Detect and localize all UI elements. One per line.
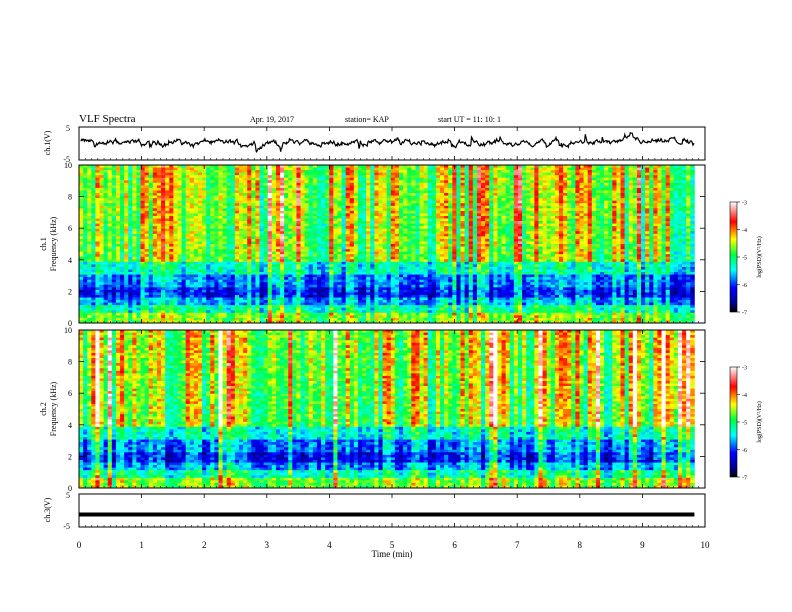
ch3-waveform-frame xyxy=(79,494,705,527)
x-tick-label: 8 xyxy=(578,540,583,550)
x-tick-label: 0 xyxy=(77,540,82,550)
ch1-spectrogram-ytick-label: 8 xyxy=(68,193,72,202)
figure-station: station= KAP xyxy=(345,115,389,124)
ch2-colorbar: -3 -4 -5 -6 -7 log(PSD)(V²/Hz) xyxy=(730,366,763,482)
ch1-waveform-panel: 5 -5 ch.1(V) xyxy=(43,124,705,164)
figure-start-time: start UT = 11: 10: 1 xyxy=(438,115,501,124)
ch1-colorbar-tick-label: -7 xyxy=(742,311,747,317)
ch1-spectrogram-ylabel-channel: ch.1 xyxy=(39,237,48,251)
ch2-colorbar-tick-label: -4 xyxy=(742,393,747,399)
ch3-ytick-top: 5 xyxy=(66,491,70,500)
ch2-colorbar-tick-label: -6 xyxy=(742,448,747,454)
vlf-spectra-figure: VLF Spectra Apr. 19, 2017 station= KAP s… xyxy=(0,0,792,612)
ch1-colorbar-tick-label: -6 xyxy=(742,283,747,289)
x-tick-label: 2 xyxy=(202,540,207,550)
ch1-colorbar-tick-label: -5 xyxy=(742,256,747,262)
x-tick-label: 6 xyxy=(452,540,457,550)
ch3-ytick-bottom: -5 xyxy=(63,522,70,531)
x-tick-label: 3 xyxy=(265,540,270,550)
figure-date: Apr. 19, 2017 xyxy=(250,115,294,124)
ch1-spectrogram-ylabel: Frequency (kHz) xyxy=(49,216,58,271)
ch1-colorbar-tick-label: -3 xyxy=(742,201,747,207)
ch1-colorbar: -3 -4 -5 -6 -7 log(PSD)(V²/Hz) xyxy=(730,201,763,317)
ch2-spectrogram-ytick-label: 2 xyxy=(68,452,72,461)
x-tick-label: 9 xyxy=(640,540,645,550)
x-axis-label: Time (min) xyxy=(372,549,413,559)
x-tick-label: 1 xyxy=(139,540,144,550)
ch2-spectrogram-ytick-label: 10 xyxy=(64,326,72,335)
ch2-spectrogram-ytick-label: 8 xyxy=(68,358,72,367)
ch3-waveform-panel: 5 -5 ch.3(V) xyxy=(43,491,705,531)
ch1-spectrogram-ytick-label: 4 xyxy=(68,256,72,265)
ch1-colorbar-tick-label: -4 xyxy=(742,228,747,234)
ch1-waveform-trace xyxy=(81,133,695,152)
ch2-colorbar-label: log(PSD)(V²/Hz) xyxy=(756,401,763,442)
x-tick-label: 4 xyxy=(327,540,332,550)
ch2-spectrogram-image xyxy=(79,330,705,488)
figure-title: VLF Spectra xyxy=(79,113,136,125)
ch3-waveform-trace xyxy=(79,513,694,517)
ch2-colorbar-tick-label: -5 xyxy=(742,421,747,427)
ch1-spectrogram-ytick-label: 2 xyxy=(68,287,72,296)
ch2-colorbar-tick-label: -7 xyxy=(742,476,747,482)
ch2-spectrogram-ylabel: Frequency (kHz) xyxy=(49,381,58,436)
ch1-ytick-top: 5 xyxy=(66,124,70,133)
ch2-spectrogram-ytick-label: 4 xyxy=(68,421,72,430)
x-tick-label: 7 xyxy=(515,540,520,550)
ch2-spectrogram-ytick-label: 6 xyxy=(68,389,72,398)
ch3-waveform-ylabel: ch.3(V) xyxy=(43,497,52,522)
x-tick-label: 10 xyxy=(701,540,711,550)
ch2-spectrogram-ylabel-channel: ch.2 xyxy=(39,402,48,416)
ch1-spectrogram-image xyxy=(79,165,705,323)
ch1-spectrogram-ytick-label: 6 xyxy=(68,224,72,233)
ch1-colorbar-label: log(PSD)(V²/Hz) xyxy=(756,236,763,277)
ch1-spectrogram-ytick-label: 10 xyxy=(64,161,72,170)
ch2-colorbar-tick-label: -3 xyxy=(742,366,747,372)
ch1-waveform-ylabel: ch.1(V) xyxy=(43,130,52,155)
